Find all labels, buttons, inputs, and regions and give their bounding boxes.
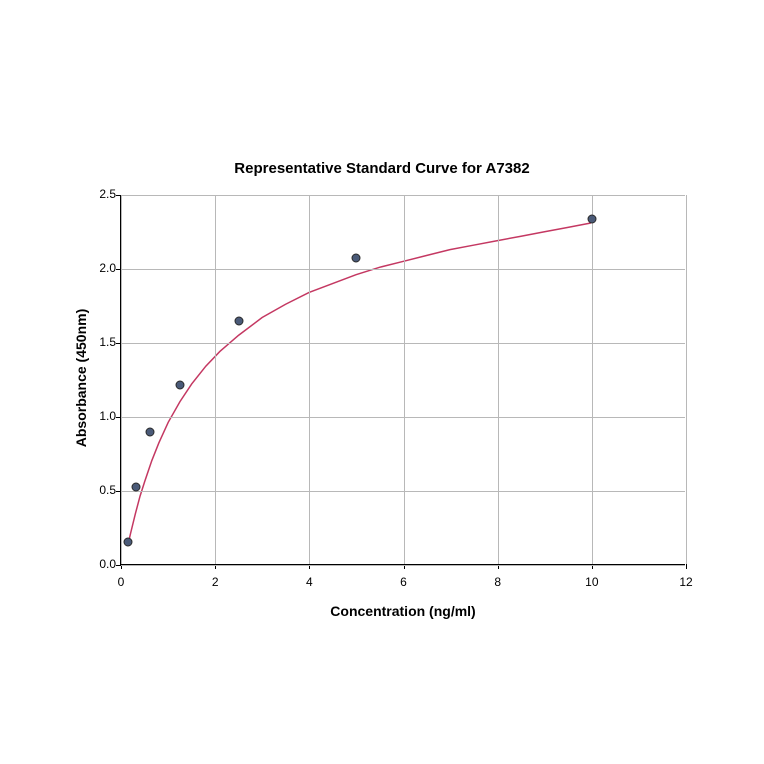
x-tick-label: 4 xyxy=(306,575,313,589)
data-point xyxy=(175,380,184,389)
data-point xyxy=(124,537,133,546)
y-tick xyxy=(116,565,121,566)
data-point xyxy=(234,317,243,326)
y-tick xyxy=(116,195,121,196)
chart-title: Representative Standard Curve for A7382 xyxy=(0,160,764,177)
y-tick xyxy=(116,417,121,418)
y-tick-label: 0.5 xyxy=(86,483,116,497)
grid-line-vertical xyxy=(592,195,593,564)
chart-container: Representative Standard Curve for A7382 … xyxy=(0,0,764,764)
grid-line-horizontal xyxy=(121,195,685,196)
grid-line-vertical xyxy=(215,195,216,564)
y-tick xyxy=(116,491,121,492)
x-tick-label: 6 xyxy=(400,575,407,589)
x-tick-label: 12 xyxy=(679,575,692,589)
plot-area: Concentration (ng/ml) Absorbance (450nm)… xyxy=(120,195,685,565)
y-tick-label: 2.0 xyxy=(86,261,116,275)
data-point xyxy=(146,428,155,437)
data-point xyxy=(587,215,596,224)
y-axis-title: Absorbance (450nm) xyxy=(73,278,89,478)
x-axis-title: Concentration (ng/ml) xyxy=(121,603,685,619)
y-tick-label: 2.5 xyxy=(86,187,116,201)
x-tick-label: 10 xyxy=(585,575,598,589)
x-tick-label: 8 xyxy=(494,575,501,589)
grid-line-vertical xyxy=(498,195,499,564)
y-tick xyxy=(116,343,121,344)
grid-line-horizontal xyxy=(121,565,685,566)
grid-line-vertical xyxy=(686,195,687,564)
grid-line-vertical xyxy=(121,195,122,564)
grid-line-horizontal xyxy=(121,491,685,492)
y-tick-label: 1.0 xyxy=(86,409,116,423)
y-tick-label: 1.5 xyxy=(86,335,116,349)
grid-line-vertical xyxy=(309,195,310,564)
x-tick xyxy=(686,564,687,569)
y-tick xyxy=(116,269,121,270)
grid-line-horizontal xyxy=(121,269,685,270)
x-tick-label: 2 xyxy=(212,575,219,589)
x-tick-label: 0 xyxy=(118,575,125,589)
grid-line-vertical xyxy=(404,195,405,564)
grid-line-horizontal xyxy=(121,343,685,344)
data-point xyxy=(131,483,140,492)
y-tick-label: 0.0 xyxy=(86,557,116,571)
grid-line-horizontal xyxy=(121,417,685,418)
curve-path xyxy=(128,223,591,543)
data-point xyxy=(352,253,361,262)
